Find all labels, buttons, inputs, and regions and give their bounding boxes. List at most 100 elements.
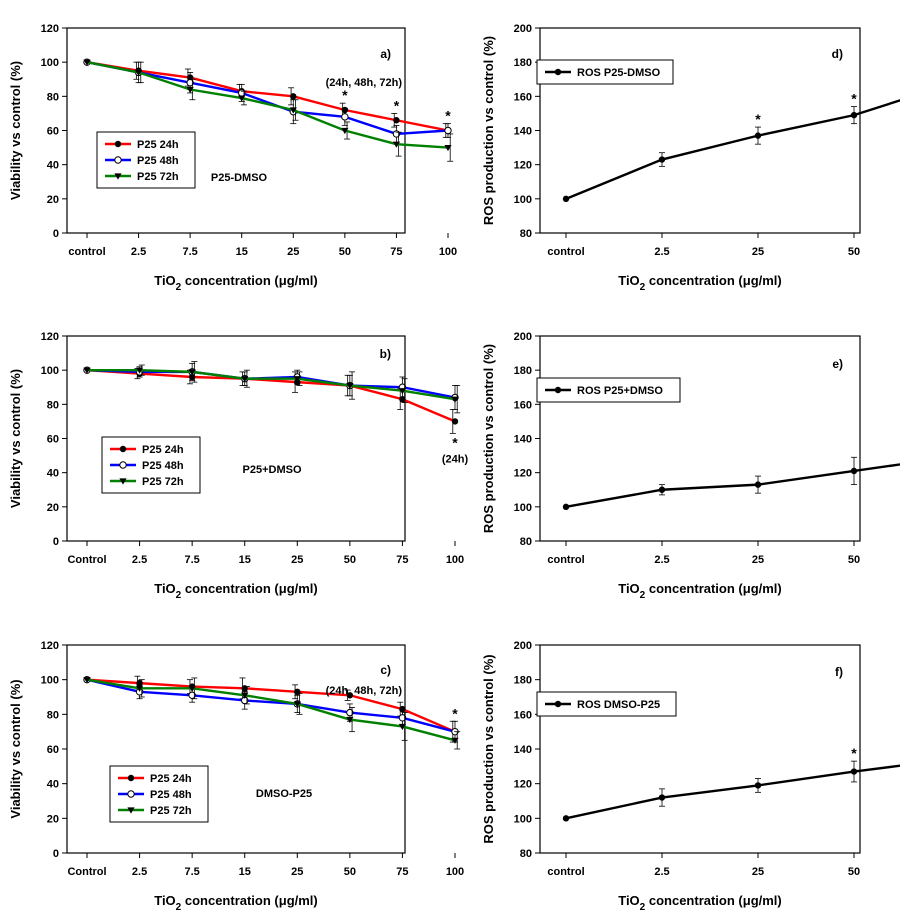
x-tick-label: 2.5: [132, 554, 147, 566]
x-tick-label: 50: [848, 246, 860, 258]
data-point: [659, 794, 665, 800]
x-axis-title: TiO2 concentration (μg/ml): [154, 893, 318, 913]
data-point: [851, 468, 857, 474]
y-tick-label: 100: [41, 365, 59, 377]
panel-label: d): [832, 47, 843, 61]
panel-label: a): [380, 47, 391, 61]
plot-frame: [540, 645, 860, 853]
y-tick-label: 140: [514, 126, 532, 138]
x-tick-label: 75: [396, 554, 408, 566]
y-tick-label: 0: [53, 228, 59, 240]
panel-subtitle: P25+DMSO: [243, 464, 302, 476]
x-axis-title-part: concentration (μg/ml): [645, 273, 782, 288]
x-tick-label: 2.5: [654, 246, 669, 258]
significance-star: *: [342, 87, 348, 103]
panel-label: e): [832, 357, 843, 371]
y-tick-label: 20: [47, 194, 59, 206]
legend: ROS P25-DMSO: [537, 60, 673, 84]
x-axis-title-part: concentration (μg/ml): [645, 893, 782, 908]
x-tick-label: control: [68, 246, 105, 258]
y-tick-label: 60: [47, 434, 59, 446]
y-tick-label: 120: [514, 779, 532, 791]
y-tick-label: 200: [514, 331, 532, 343]
legend: P25 24h P25 48h P25 72h: [102, 437, 200, 493]
x-tick-label: 2.5: [654, 866, 669, 878]
x-tick-label: 7.5: [184, 554, 199, 566]
chart-panel-d: 80100120140160180200control2.52550100ROS…: [481, 23, 900, 293]
x-axis-title: TiO2 concentration (μg/ml): [154, 273, 318, 293]
y-tick-label: 180: [514, 365, 532, 377]
y-tick-label: 160: [514, 399, 532, 411]
legend-marker: [128, 791, 134, 797]
x-axis-title-part: TiO: [154, 581, 175, 596]
x-tick-label: 50: [344, 866, 356, 878]
y-tick-label: 40: [47, 160, 59, 172]
x-tick-label: 25: [752, 246, 764, 258]
x-axis-title: TiO2 concentration (μg/ml): [618, 273, 782, 293]
y-tick-label: 20: [47, 813, 59, 825]
x-tick-label: 100: [446, 554, 464, 566]
x-axis-title: TiO2 concentration (μg/ml): [154, 581, 318, 601]
y-tick-label: 160: [514, 709, 532, 721]
legend-label: P25 48h: [142, 460, 184, 472]
y-tick-label: 20: [47, 502, 59, 514]
significance-star: *: [755, 111, 761, 127]
y-tick-label: 0: [53, 536, 59, 548]
significance-star: *: [851, 745, 857, 761]
x-tick-label: Control: [67, 866, 106, 878]
y-tick-label: 60: [47, 744, 59, 756]
y-axis-title: ROS production vs control (%): [481, 344, 496, 533]
significance-star: *: [445, 108, 451, 124]
legend-marker: [555, 701, 561, 707]
legend-label: P25 72h: [142, 476, 184, 488]
data-point: [851, 768, 857, 774]
x-tick-label: 25: [752, 866, 764, 878]
x-tick-label: 50: [344, 554, 356, 566]
x-tick-label: 75: [390, 246, 402, 258]
x-tick-label: 2.5: [132, 866, 147, 878]
legend-marker: [128, 775, 134, 781]
legend-label: ROS P25+DMSO: [577, 385, 663, 397]
chart-panel-b: 0 20 40 60 80 100 120 Control 2.5 7.5 15 25 50 75 100 V…: [8, 331, 468, 601]
significance-star: *: [452, 705, 458, 721]
panel-label: b): [380, 347, 391, 361]
x-axis-title-part: concentration (μg/ml): [645, 581, 782, 596]
x-axis-title-part: TiO: [154, 893, 175, 908]
y-tick-label: 80: [47, 399, 59, 411]
x-tick-label: Control: [67, 554, 106, 566]
x-tick-label: control: [547, 554, 584, 566]
x-tick-label: 2.5: [654, 554, 669, 566]
x-tick-label: 15: [239, 554, 251, 566]
legend: ROS P25+DMSO: [537, 378, 680, 402]
legend-label: P25 48h: [150, 789, 192, 801]
y-tick-label: 160: [514, 91, 532, 103]
x-tick-label: 7.5: [182, 246, 197, 258]
legend-label: ROS P25-DMSO: [577, 67, 661, 79]
significance-star: *: [851, 91, 857, 107]
y-tick-label: 80: [520, 536, 532, 548]
legend-marker: [120, 446, 126, 452]
data-point: [342, 114, 348, 120]
series-ros-p25-dmso: [563, 447, 900, 510]
data-point: [755, 132, 761, 138]
data-point: [755, 782, 761, 788]
data-point: [563, 815, 569, 821]
y-axis-title: Viability vs control (%): [8, 369, 23, 508]
x-tick-label: 25: [287, 246, 299, 258]
x-axis-title-part: concentration (μg/ml): [181, 273, 318, 288]
data-point: [659, 487, 665, 493]
x-tick-label: 75: [396, 866, 408, 878]
y-tick-label: 180: [514, 57, 532, 69]
x-tick-label: 50: [848, 866, 860, 878]
x-tick-label: 15: [236, 246, 248, 258]
significance-annotation: (24h): [442, 453, 469, 465]
legend-label: P25 24h: [137, 139, 179, 151]
y-tick-label: 200: [514, 23, 532, 35]
y-tick-label: 200: [514, 640, 532, 652]
legend-marker: [555, 387, 561, 393]
significance-annotation: (24h, 48h, 72h): [326, 77, 403, 89]
x-tick-label: control: [547, 866, 584, 878]
y-axis-title: ROS production vs control (%): [481, 36, 496, 225]
chart-panel-c: 0 20 40 60 80 100 120 Control 2.5 7.5 15 25 50 75 100 V…: [8, 640, 464, 913]
legend-marker: [120, 462, 126, 468]
